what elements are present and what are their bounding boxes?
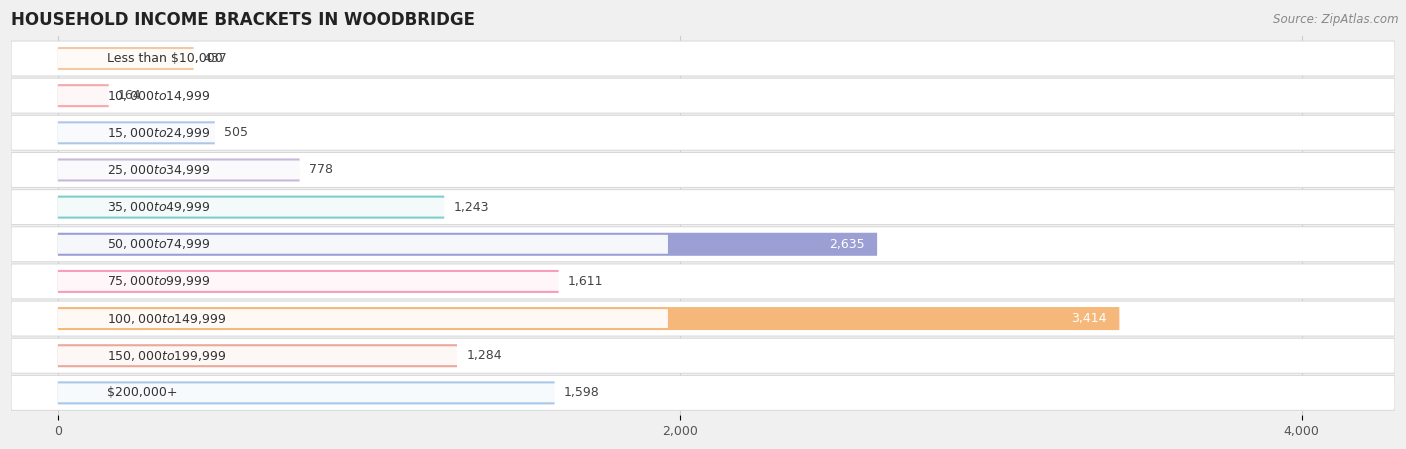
Text: $25,000 to $34,999: $25,000 to $34,999	[107, 163, 209, 177]
Text: $35,000 to $49,999: $35,000 to $49,999	[107, 200, 209, 214]
Text: $15,000 to $24,999: $15,000 to $24,999	[107, 126, 209, 140]
Text: $200,000+: $200,000+	[107, 387, 177, 399]
Text: $50,000 to $74,999: $50,000 to $74,999	[107, 237, 209, 251]
FancyBboxPatch shape	[58, 309, 668, 328]
FancyBboxPatch shape	[11, 264, 1395, 299]
Text: $150,000 to $199,999: $150,000 to $199,999	[107, 349, 226, 363]
Text: 1,243: 1,243	[454, 201, 489, 214]
FancyBboxPatch shape	[11, 189, 1395, 224]
Text: HOUSEHOLD INCOME BRACKETS IN WOODBRIDGE: HOUSEHOLD INCOME BRACKETS IN WOODBRIDGE	[11, 11, 475, 29]
FancyBboxPatch shape	[11, 338, 1395, 373]
FancyBboxPatch shape	[11, 301, 1395, 336]
FancyBboxPatch shape	[58, 344, 457, 367]
Text: 1,598: 1,598	[564, 387, 600, 399]
FancyBboxPatch shape	[11, 227, 1395, 262]
FancyBboxPatch shape	[11, 41, 1395, 76]
FancyBboxPatch shape	[58, 383, 668, 402]
FancyBboxPatch shape	[58, 121, 215, 144]
FancyBboxPatch shape	[58, 196, 444, 219]
Text: 1,284: 1,284	[467, 349, 502, 362]
Text: $10,000 to $14,999: $10,000 to $14,999	[107, 88, 209, 103]
FancyBboxPatch shape	[11, 78, 1395, 113]
Text: 778: 778	[309, 163, 333, 176]
FancyBboxPatch shape	[58, 123, 668, 142]
FancyBboxPatch shape	[58, 381, 555, 405]
FancyBboxPatch shape	[58, 49, 668, 68]
FancyBboxPatch shape	[58, 86, 668, 105]
FancyBboxPatch shape	[58, 307, 1119, 330]
Text: 2,635: 2,635	[830, 238, 865, 251]
Text: $100,000 to $149,999: $100,000 to $149,999	[107, 312, 226, 326]
Text: 505: 505	[224, 126, 247, 139]
FancyBboxPatch shape	[58, 161, 668, 180]
FancyBboxPatch shape	[58, 346, 668, 365]
FancyBboxPatch shape	[58, 84, 108, 107]
Text: 164: 164	[118, 89, 142, 102]
FancyBboxPatch shape	[58, 158, 299, 181]
Text: Less than $10,000: Less than $10,000	[107, 52, 222, 65]
Text: 3,414: 3,414	[1071, 312, 1107, 325]
Text: Source: ZipAtlas.com: Source: ZipAtlas.com	[1274, 13, 1399, 26]
Text: $75,000 to $99,999: $75,000 to $99,999	[107, 274, 209, 288]
FancyBboxPatch shape	[11, 115, 1395, 150]
FancyBboxPatch shape	[58, 233, 877, 256]
FancyBboxPatch shape	[11, 375, 1395, 410]
Text: 1,611: 1,611	[568, 275, 603, 288]
FancyBboxPatch shape	[58, 198, 668, 216]
Text: 437: 437	[202, 52, 226, 65]
FancyBboxPatch shape	[58, 272, 668, 291]
FancyBboxPatch shape	[58, 235, 668, 254]
FancyBboxPatch shape	[11, 153, 1395, 187]
FancyBboxPatch shape	[58, 47, 194, 70]
FancyBboxPatch shape	[58, 270, 558, 293]
